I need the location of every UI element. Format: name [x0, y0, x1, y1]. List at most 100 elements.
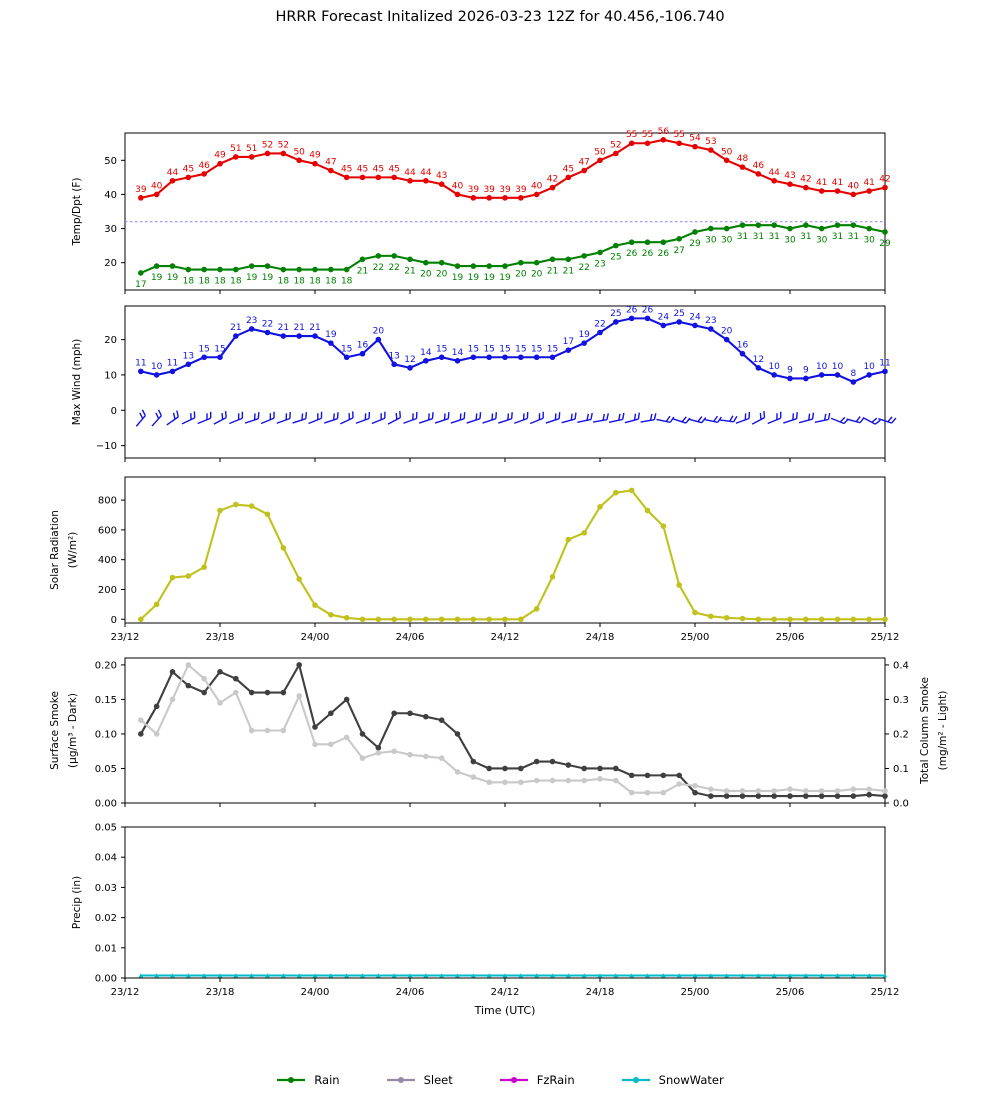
y-tick-label: 200 — [98, 585, 117, 596]
smoke_dark-markers — [138, 662, 888, 799]
svg-text:46: 46 — [753, 161, 765, 171]
legend-item-rain: Rain — [276, 1073, 340, 1087]
y-tick-label: 0.01 — [95, 943, 117, 954]
svg-text:11: 11 — [879, 358, 890, 368]
svg-text:43: 43 — [784, 171, 795, 181]
y-tick-label: 0.15 — [95, 695, 117, 706]
y-axis-title: Precip (in) — [71, 876, 83, 929]
x-tick-label: 24/12 — [491, 632, 520, 643]
y-tick-label: 30 — [104, 224, 117, 235]
svg-text:22: 22 — [578, 263, 589, 273]
legend-label: SnowWater — [658, 1073, 724, 1087]
svg-text:19: 19 — [578, 330, 590, 340]
svg-text:19: 19 — [325, 330, 337, 340]
x-tick-label: 25/12 — [871, 987, 900, 998]
subplot-smoke: 0.00 0.05 0.10 0.15 0.20 Surface Smoke (μg/m³ … — [49, 657, 949, 810]
svg-text:45: 45 — [341, 164, 352, 174]
svg-text:31: 31 — [768, 232, 779, 242]
svg-text:20: 20 — [721, 327, 733, 337]
wind-barbs — [135, 409, 897, 427]
svg-text:52: 52 — [262, 140, 273, 150]
y-axis-title: Solar Radiation — [49, 510, 61, 590]
svg-text:45: 45 — [373, 164, 384, 174]
temp-value-labels: 39 40 44 45 46 49 51 51 52 52 50 49 47 45 45 45 45 44 44 43… — [135, 127, 891, 195]
svg-text:25: 25 — [673, 309, 684, 319]
svg-text:9: 9 — [787, 365, 793, 375]
svg-text:39: 39 — [515, 185, 527, 195]
svg-text:11: 11 — [167, 358, 178, 368]
subplot-max_wind: −10 0 10 20 Max Wind (mph) 11 10 11 13 15 15 21 23 22… — [71, 305, 897, 462]
subplot-precip: 0.00 0.01 0.02 0.03 0.04 0.05 Precip (in) 23/12… — [71, 823, 899, 1018]
x-axis-title: Time (UTC) — [474, 1004, 536, 1017]
svg-text:10: 10 — [832, 362, 844, 372]
svg-text:30: 30 — [784, 236, 796, 246]
x-tick-label: 24/06 — [396, 987, 425, 998]
svg-text:44: 44 — [404, 168, 416, 178]
svg-text:18: 18 — [214, 277, 226, 287]
svg-text:15: 15 — [436, 344, 447, 354]
svg-text:49: 49 — [309, 151, 321, 161]
svg-text:55: 55 — [626, 130, 637, 140]
svg-text:10: 10 — [151, 362, 163, 372]
svg-text:15: 15 — [198, 344, 209, 354]
x-tick-label: 24/00 — [301, 987, 330, 998]
y-tick-label: 40 — [104, 190, 117, 201]
svg-text:29: 29 — [879, 239, 891, 249]
y-tick-label: 0.00 — [95, 799, 117, 810]
svg-text:41: 41 — [863, 178, 874, 188]
svg-text:15: 15 — [515, 344, 526, 354]
svg-text:31: 31 — [753, 232, 764, 242]
svg-text:21: 21 — [293, 323, 304, 333]
y-tick-label: 0.05 — [95, 764, 117, 775]
temp-markers — [138, 137, 888, 201]
svg-text:25: 25 — [610, 309, 621, 319]
x-tick-label: 24/06 — [396, 632, 425, 643]
y-tick-label: 0.10 — [95, 729, 117, 740]
svg-text:45: 45 — [357, 164, 368, 174]
svg-text:22: 22 — [373, 263, 384, 273]
svg-text:24: 24 — [689, 312, 701, 322]
svg-text:42: 42 — [800, 175, 811, 185]
svg-text:48: 48 — [737, 154, 749, 164]
svg-text:29: 29 — [689, 239, 701, 249]
svg-text:49: 49 — [214, 151, 226, 161]
svg-text:19: 19 — [246, 273, 258, 283]
svg-text:41: 41 — [832, 178, 843, 188]
solar-markers — [138, 487, 888, 623]
svg-text:15: 15 — [499, 344, 510, 354]
svg-text:18: 18 — [325, 277, 337, 287]
y-axis-title: (W/m²) — [67, 532, 79, 569]
y-tick-label: 0.00 — [95, 974, 117, 985]
svg-text:40: 40 — [452, 181, 464, 191]
svg-text:18: 18 — [183, 277, 195, 287]
svg-text:45: 45 — [183, 164, 194, 174]
svg-text:21: 21 — [309, 323, 320, 333]
svg-text:20: 20 — [531, 270, 543, 280]
svg-text:16: 16 — [737, 341, 749, 351]
y-tick-label: 0 — [111, 406, 117, 417]
smoke_light-markers — [138, 662, 888, 796]
svg-text:50: 50 — [721, 147, 733, 157]
x-tick-label: 23/12 — [111, 632, 140, 643]
svg-text:19: 19 — [499, 273, 511, 283]
x-tick-label: 25/00 — [681, 632, 710, 643]
snowwater-markers — [138, 973, 888, 978]
svg-text:11: 11 — [135, 358, 146, 368]
svg-text:12: 12 — [753, 355, 764, 365]
x-tick-label: 25/06 — [776, 987, 805, 998]
svg-text:22: 22 — [388, 263, 399, 273]
svg-text:31: 31 — [848, 232, 859, 242]
svg-text:16: 16 — [357, 341, 369, 351]
svg-text:15: 15 — [214, 344, 225, 354]
svg-text:47: 47 — [578, 158, 589, 168]
svg-text:21: 21 — [547, 266, 558, 276]
svg-text:15: 15 — [531, 344, 542, 354]
right-y-tick-label: 0.0 — [893, 799, 909, 810]
svg-text:56: 56 — [658, 127, 670, 137]
svg-text:20: 20 — [420, 270, 432, 280]
y-tick-label: 0.04 — [95, 853, 117, 864]
svg-text:18: 18 — [341, 277, 353, 287]
svg-text:55: 55 — [642, 130, 653, 140]
fzrain-line-icon — [499, 1077, 528, 1083]
